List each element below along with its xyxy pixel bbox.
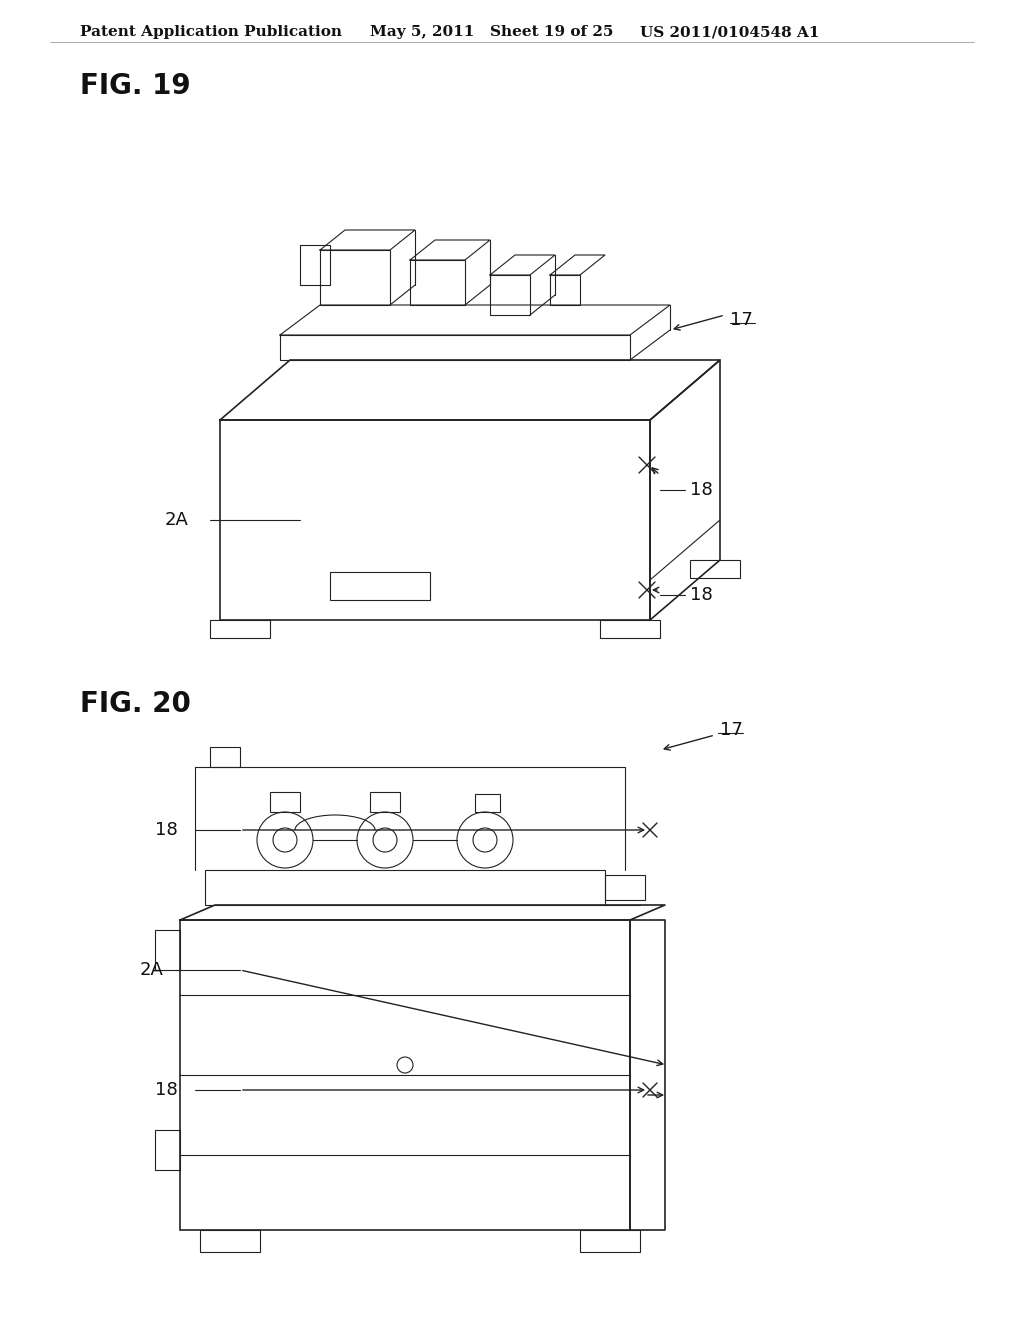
Text: 18: 18 bbox=[155, 1081, 178, 1100]
Text: 18: 18 bbox=[155, 821, 178, 840]
Text: 2A: 2A bbox=[165, 511, 188, 529]
Text: FIG. 20: FIG. 20 bbox=[80, 690, 190, 718]
Bar bbox=[370, 792, 400, 812]
Text: US 2011/0104548 A1: US 2011/0104548 A1 bbox=[640, 25, 819, 40]
Text: 17: 17 bbox=[720, 721, 742, 739]
Text: 18: 18 bbox=[690, 586, 713, 605]
Bar bbox=[180, 920, 630, 1230]
Bar bbox=[300, 246, 330, 285]
Bar bbox=[210, 747, 240, 767]
Bar bbox=[155, 931, 180, 970]
Text: 2A: 2A bbox=[140, 961, 164, 979]
Bar bbox=[155, 1130, 180, 1170]
Text: 18: 18 bbox=[690, 480, 713, 499]
Bar bbox=[319, 249, 390, 305]
Bar bbox=[475, 795, 500, 812]
Bar bbox=[205, 870, 605, 906]
Bar bbox=[210, 620, 270, 638]
Bar bbox=[605, 875, 645, 900]
Bar bbox=[410, 260, 465, 305]
Bar bbox=[330, 572, 430, 601]
Bar bbox=[220, 420, 650, 620]
Text: 17: 17 bbox=[730, 312, 753, 329]
Bar bbox=[690, 560, 740, 578]
Bar bbox=[270, 792, 300, 812]
Text: May 5, 2011: May 5, 2011 bbox=[370, 25, 474, 40]
Bar bbox=[200, 1230, 260, 1251]
Text: FIG. 19: FIG. 19 bbox=[80, 73, 190, 100]
Bar bbox=[280, 335, 630, 360]
Text: Sheet 19 of 25: Sheet 19 of 25 bbox=[490, 25, 613, 40]
Bar bbox=[490, 275, 530, 315]
Text: Patent Application Publication: Patent Application Publication bbox=[80, 25, 342, 40]
Bar bbox=[550, 275, 580, 305]
Bar bbox=[600, 620, 660, 638]
Bar bbox=[580, 1230, 640, 1251]
